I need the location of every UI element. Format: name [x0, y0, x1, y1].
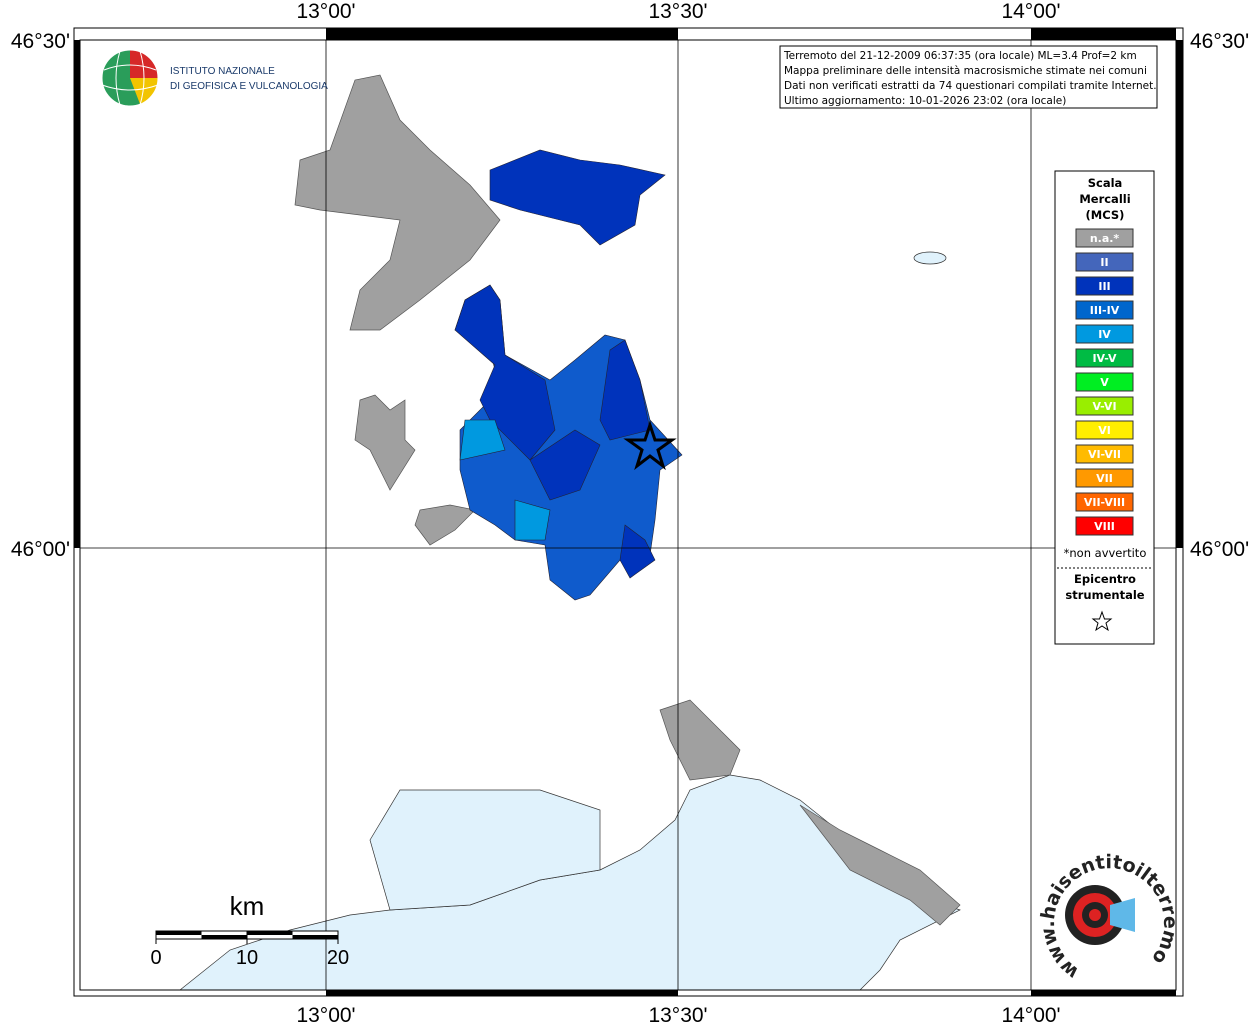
scale-segment [247, 931, 293, 935]
lon-label: 14°00' [1001, 0, 1060, 23]
logo-text: ISTITUTO NAZIONALE [170, 66, 275, 77]
legend-star [1091, 610, 1113, 632]
legend-label: II [1100, 256, 1108, 269]
legend: ScalaMercalli(MCS)n.a.*IIIIIIII-IVIVIV-V… [1057, 176, 1152, 632]
scale-segment [156, 931, 202, 935]
lagoon [369, 789, 601, 911]
legend-swatch [1075, 420, 1134, 440]
lake [913, 251, 947, 265]
intensity-areas [454, 149, 683, 601]
legend-swatch [1075, 300, 1134, 320]
sea [179, 774, 961, 991]
no-data-areas [294, 74, 961, 926]
lat-label: 46°00' [1190, 538, 1249, 561]
legend-swatch [1075, 444, 1134, 464]
lon-label: 13°30' [648, 0, 707, 23]
legend-label: IV-V [1092, 352, 1117, 365]
legend-label: VIII [1094, 520, 1115, 533]
scale-bar: km 0 10 20 [150, 891, 349, 969]
legend-note: *non avvertito [1064, 546, 1147, 560]
legend-swatch [1075, 276, 1134, 296]
scale-tick-label: 0 [150, 947, 161, 969]
info-box [779, 45, 1158, 109]
info-line: Terremoto del 21-12-2009 06:37:35 (ora l… [783, 50, 1137, 62]
lon-label: 13°00' [296, 0, 355, 23]
scale-tick-label: 10 [236, 947, 258, 969]
legend-swatch [1075, 228, 1134, 248]
lon-label: 14°00' [1001, 1004, 1060, 1024]
legend-label: III-IV [1090, 304, 1120, 317]
logo-text: DI GEOFISICA E VULCANOLOGIA [170, 81, 328, 92]
legend-label: III [1098, 280, 1110, 293]
legend-label: n.a.* [1090, 232, 1120, 245]
info-line: Ultimo aggiornamento: 10-01-2026 23:02 (… [784, 95, 1066, 107]
legend-title: Scala [1088, 176, 1123, 190]
legend-label: VII-VIII [1084, 496, 1125, 509]
legend-label: VI [1098, 424, 1111, 437]
lat-label: 46°30' [11, 30, 70, 53]
legend-swatch [1075, 348, 1134, 368]
legend-epicentre: Epicentro [1074, 572, 1136, 586]
legend-label: IV [1098, 328, 1111, 341]
lat-label: 46°00' [11, 538, 70, 561]
legend-title: (MCS) [1086, 208, 1125, 222]
legend-swatch [1075, 396, 1134, 416]
scale-unit: km [230, 891, 265, 921]
lon-label: 13°00' [296, 1004, 355, 1024]
axis-labels: 13°00' 13°30' 14°00' 13°00' 13°30' 14°00… [11, 0, 1249, 1024]
legend-swatch [1075, 252, 1134, 272]
info-line: Dati non verificati estratti da 74 quest… [784, 80, 1157, 92]
legend-swatch [1075, 468, 1134, 488]
legend-label: VI-VII [1088, 448, 1121, 461]
legend-swatch [1075, 492, 1134, 512]
lat-label: 46°30' [1190, 30, 1249, 53]
scale-segment [201, 935, 247, 939]
legend-title: Mercalli [1079, 192, 1130, 206]
legend-label: V [1100, 376, 1109, 389]
legend-label: VII [1096, 472, 1113, 485]
lon-label: 13°30' [648, 1004, 707, 1024]
legend-swatch [1075, 372, 1134, 392]
info-text: Terremoto del 21-12-2009 06:37:35 (ora l… [783, 50, 1157, 107]
info-line: Mappa preliminare delle intensità macros… [784, 65, 1147, 77]
scale-segment [292, 935, 338, 939]
scale-tick-label: 20 [327, 947, 349, 969]
legend-epicentre: strumentale [1065, 588, 1144, 602]
ingv-logo: ISTITUTO NAZIONALE DI GEOFISICA E VULCAN… [101, 49, 328, 107]
graticule [80, 40, 1176, 990]
legend-swatch [1075, 516, 1134, 536]
frame [73, 27, 1184, 997]
epicentre-star [623, 420, 677, 471]
legend-swatch [1075, 324, 1134, 344]
legend-label: V-VI [1092, 400, 1116, 413]
